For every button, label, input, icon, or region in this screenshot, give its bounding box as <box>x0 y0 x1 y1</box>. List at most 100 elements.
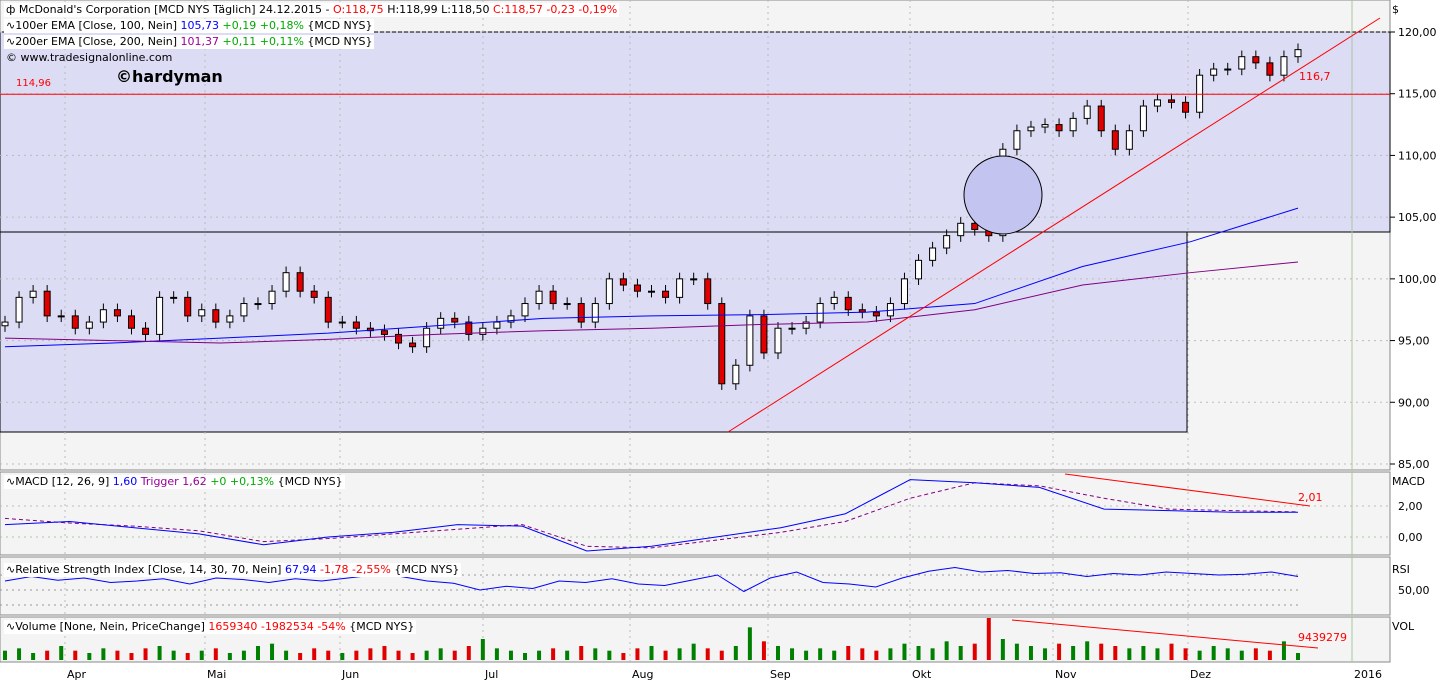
volume-bar <box>17 648 22 660</box>
volume-bar <box>1028 646 1033 660</box>
x-tick-label: Nov <box>1055 668 1077 681</box>
candle-body <box>830 296 838 305</box>
volume-legend[interactable]: ∿Volume [None, Nein, PriceChange] 165934… <box>4 620 417 634</box>
candle-body <box>127 315 135 329</box>
volume-bar <box>635 648 640 660</box>
volume-bar <box>832 650 837 660</box>
rsi-line <box>4 566 1299 593</box>
candle-body <box>409 342 417 348</box>
volume-bar <box>340 653 345 660</box>
volume-bar <box>677 648 682 660</box>
candle-body <box>957 222 965 237</box>
volume-bar <box>143 648 148 660</box>
volume-bar <box>860 648 865 660</box>
volume-bar <box>747 627 752 660</box>
macd-legend[interactable]: ∿MACD [12, 26, 9] 1,60 Trigger 1,62 +0 +… <box>4 475 345 489</box>
candle-body <box>1055 124 1063 132</box>
candle-body <box>1013 130 1021 150</box>
candle-body <box>943 235 951 249</box>
volume-bar <box>396 650 401 660</box>
candle-body <box>591 303 599 323</box>
candle-body <box>1224 68 1232 71</box>
volume-bar <box>775 646 780 660</box>
volume-bar <box>1043 648 1048 660</box>
rsi-tick-label: 50,00 <box>1398 584 1430 597</box>
rsi-legend[interactable]: ∿Relative Strength Index [Close, 14, 30,… <box>4 563 462 577</box>
x-tick-label: Dez <box>1190 668 1211 681</box>
macd-trend-line <box>1064 473 1311 507</box>
volume-bar <box>199 650 204 660</box>
candle-body <box>549 290 557 305</box>
volume-bar <box>944 641 949 660</box>
volume-bar <box>508 650 513 660</box>
candle-body <box>746 315 754 366</box>
candle-body <box>1266 62 1274 76</box>
volume-bar <box>480 639 485 660</box>
ema100-legend[interactable]: ∿100er EMA [Close, 100, Nein] 105,73 +0,… <box>4 19 375 33</box>
volume-bar <box>73 650 78 660</box>
volume-bar <box>621 653 626 660</box>
candle-body <box>718 303 726 385</box>
title-legend: ф McDonald's Corporation [MCD NYS Täglic… <box>4 3 620 17</box>
y-tick-label: 95,00 <box>1398 335 1430 348</box>
candle-body <box>648 290 655 293</box>
candle-body <box>872 311 880 317</box>
volume-bar <box>115 650 120 660</box>
candle-body <box>352 321 360 329</box>
volume-bar <box>818 648 823 660</box>
x-tick-label: Jul <box>484 668 498 681</box>
candle-body <box>915 259 923 280</box>
candle-body <box>268 290 276 305</box>
volume-bar <box>1099 643 1104 660</box>
x-tick-label: Okt <box>912 668 932 681</box>
volume-bar <box>649 646 654 660</box>
candle-body <box>479 327 487 335</box>
candle-body <box>451 317 459 323</box>
candle-body <box>282 272 290 292</box>
volume-bar <box>157 646 162 660</box>
candle-body <box>254 303 262 306</box>
lower-zone <box>0 231 1188 433</box>
candle-body <box>1153 99 1161 107</box>
volume-bar <box>241 650 246 660</box>
ema200-line <box>4 261 1299 344</box>
volume-bar <box>466 646 471 660</box>
volume-bar <box>958 646 963 660</box>
x-tick-label: Mai <box>207 668 226 681</box>
candle-body <box>85 321 93 329</box>
candle-body <box>29 290 37 298</box>
volume-bar <box>270 643 275 660</box>
volume-bar <box>424 650 429 660</box>
volume-bar <box>846 646 851 660</box>
candle-body <box>1041 124 1049 128</box>
candle-body <box>310 290 318 298</box>
volume-bar <box>565 650 570 660</box>
volume-bar <box>1155 648 1160 660</box>
candle-body <box>1238 56 1246 70</box>
macd-trigger-line <box>4 482 1299 549</box>
volume-bar <box>59 646 64 660</box>
candle-body <box>802 321 810 329</box>
volume-bar <box>1281 641 1286 660</box>
ema200-legend[interactable]: ∿200er EMA [Close, 200, Nein] 101,37 +0,… <box>4 35 375 49</box>
volume-bar <box>129 653 134 660</box>
volume-bar <box>579 646 584 660</box>
y-tick-label: 90,00 <box>1398 396 1430 409</box>
candle-body <box>198 309 206 317</box>
upper-zone <box>0 31 1391 233</box>
volume-bar <box>902 643 907 660</box>
candle-body <box>113 309 121 317</box>
candlestick-icon: ф <box>6 3 19 16</box>
candle-body <box>676 278 684 298</box>
y-tick-label: 110,00 <box>1398 149 1437 162</box>
candle-body <box>535 290 543 305</box>
candle-body <box>1168 99 1176 103</box>
candle-body <box>1294 49 1302 58</box>
candle-body <box>507 315 515 323</box>
chart-title: McDonald's Corporation [MCD NYS Täglich]… <box>18 3 330 16</box>
candle-body <box>1280 56 1288 76</box>
candle-body <box>577 303 585 323</box>
candle-body <box>732 364 740 385</box>
volume-bar <box>326 650 331 660</box>
